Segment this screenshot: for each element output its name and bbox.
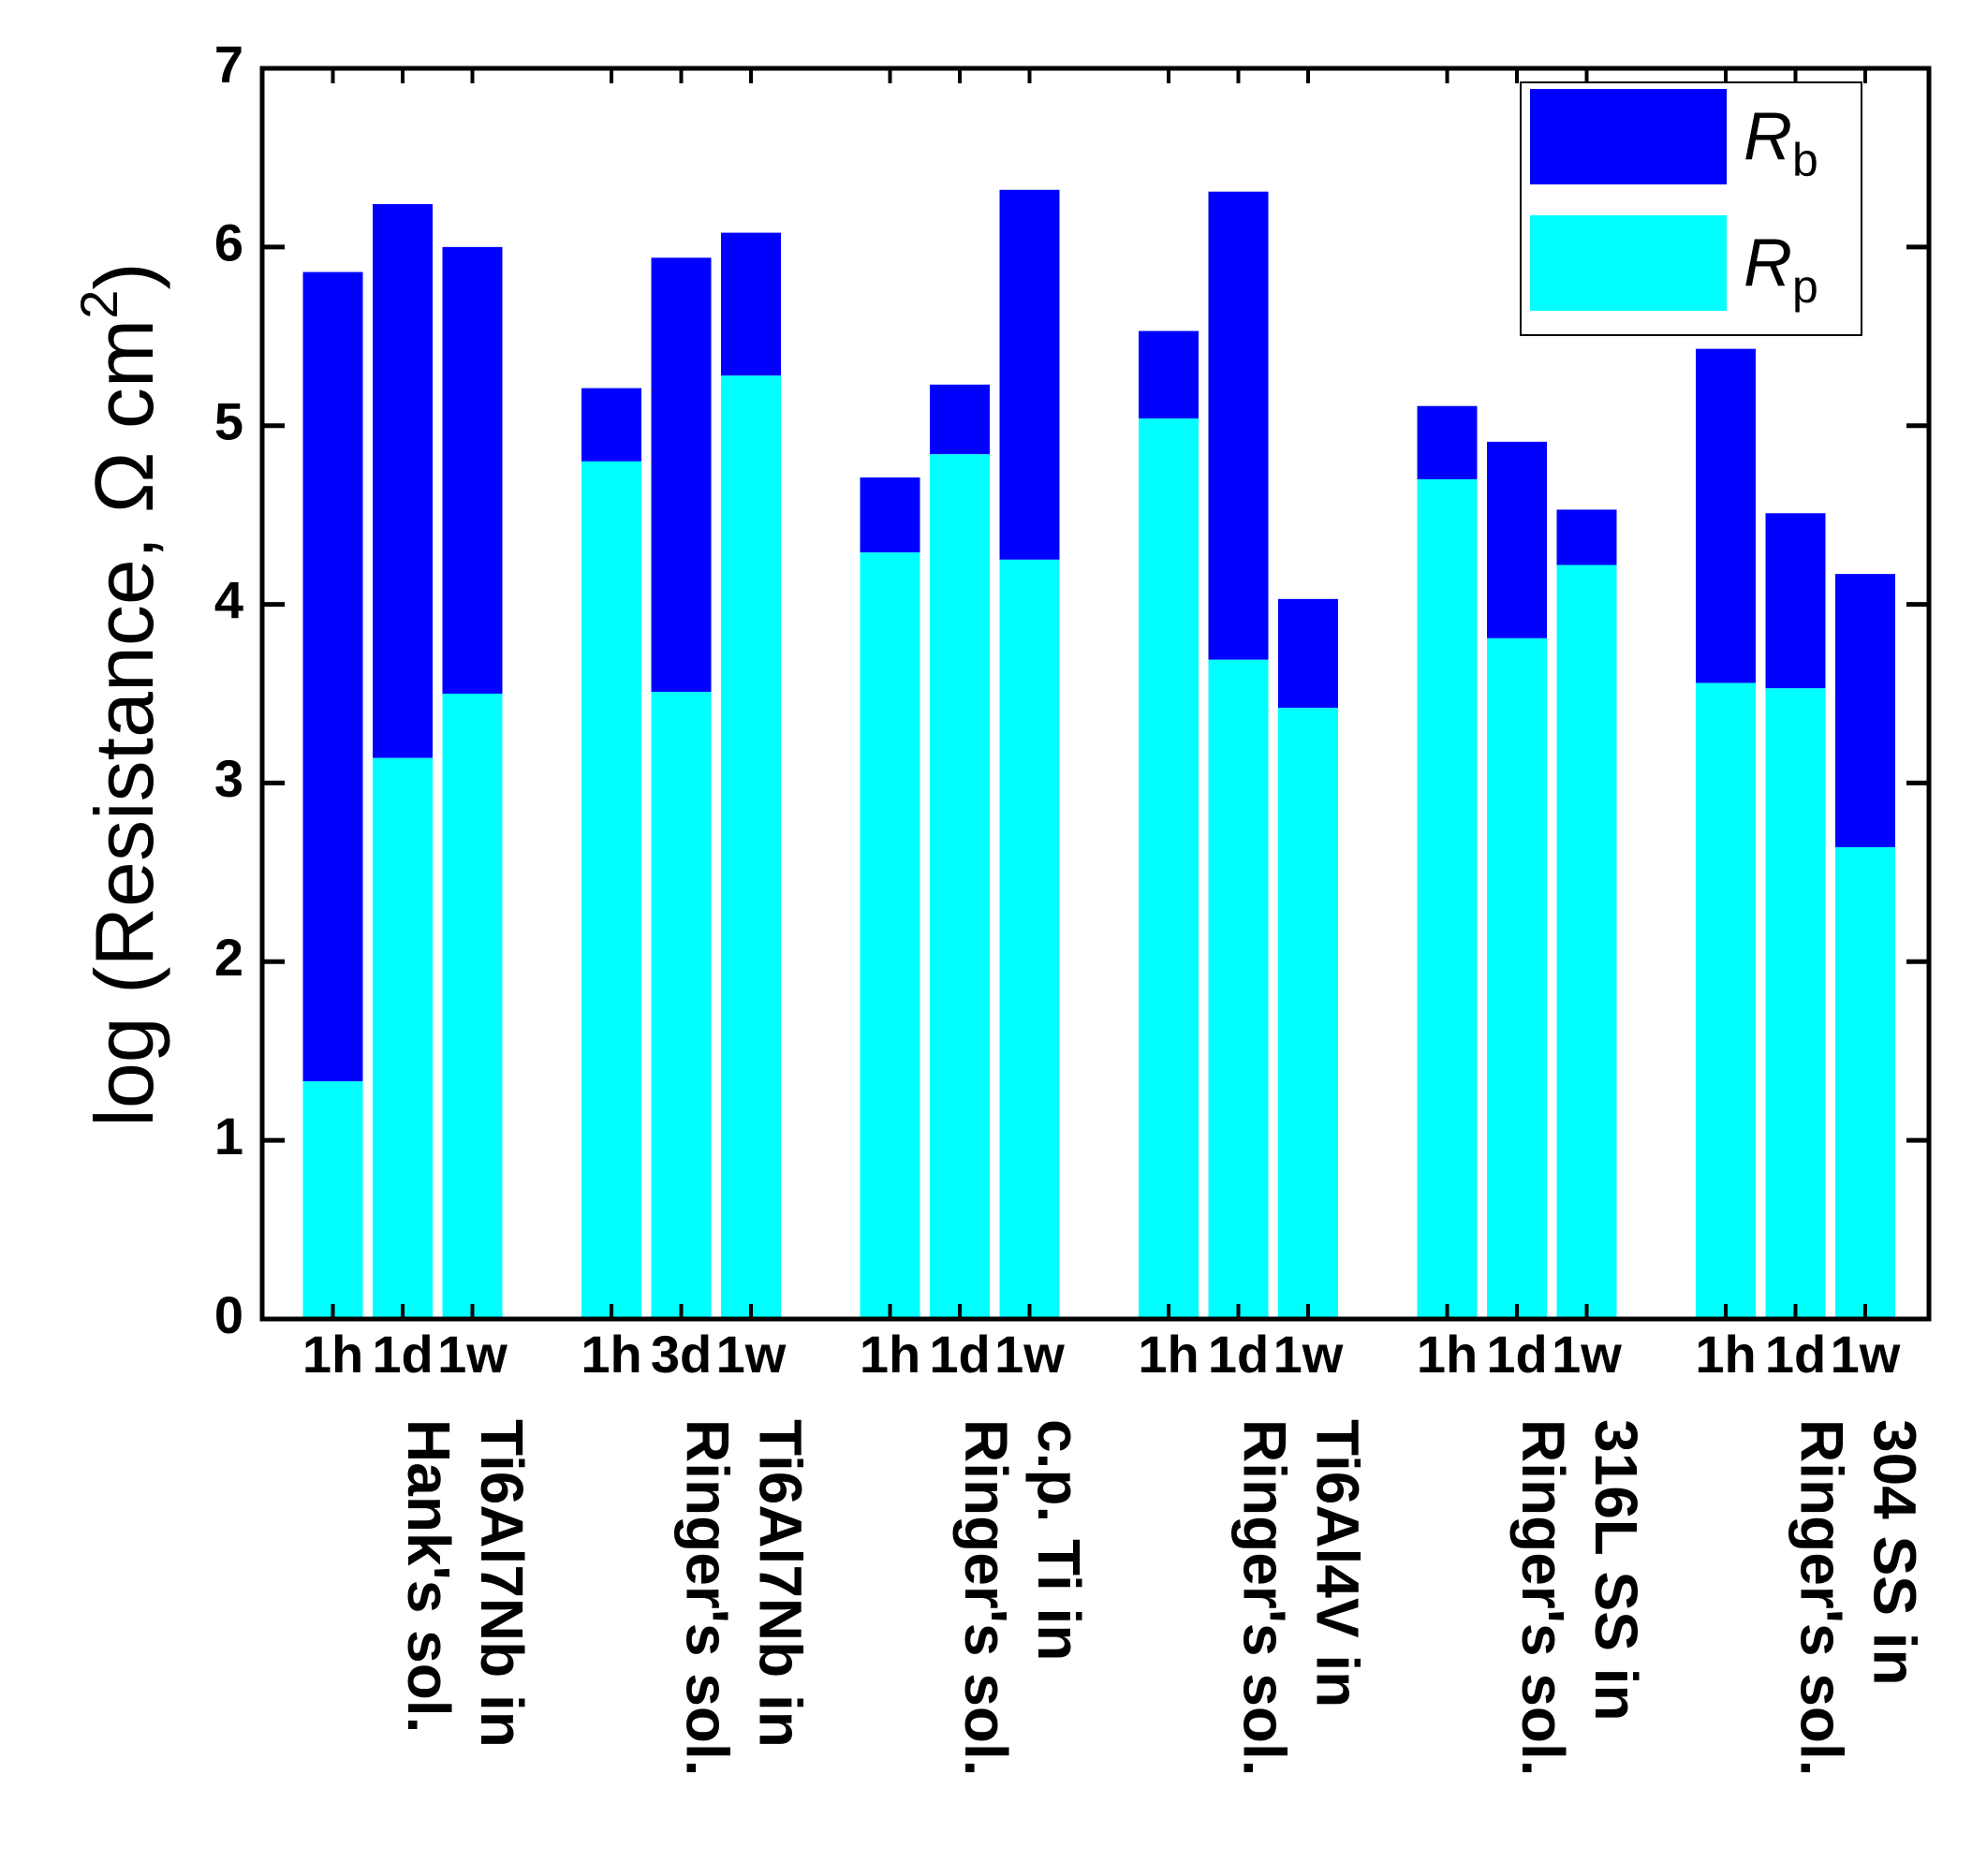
group-label-line: Ringer's sol. <box>1509 1419 1577 1777</box>
category-label: 1w <box>716 1325 787 1384</box>
category-label: 1h <box>581 1325 641 1384</box>
bar-rb-segment <box>721 232 781 376</box>
legend-swatch-rb <box>1530 89 1727 184</box>
y-tick-label: 2 <box>214 928 243 987</box>
legend-label-rb-sub: b <box>1792 134 1818 186</box>
bar-rb-segment <box>1765 513 1826 689</box>
group-label-line: 304 SS in <box>1862 1419 1929 1686</box>
bars-layer <box>302 189 1895 1320</box>
group-label-line: Hank's sol. <box>395 1419 463 1733</box>
bar-rp-segment <box>1139 418 1199 1320</box>
bar-rp-segment <box>1696 682 1756 1319</box>
bar-rb-segment <box>1139 330 1199 419</box>
bar-rb-segment <box>442 246 503 694</box>
y-axis-title-close: ) <box>78 262 170 289</box>
group-label: 316L SS inRinger's sol. <box>1509 1419 1650 1777</box>
y-tick-label: 4 <box>214 570 243 629</box>
y-tick-label: 1 <box>214 1107 243 1165</box>
legend-swatch-rp <box>1530 215 1727 311</box>
group-label-line: Ti6Al7Nb in <box>468 1419 536 1748</box>
bar-rp-segment <box>1835 847 1895 1319</box>
category-label: 1w <box>437 1325 508 1384</box>
bar-rb-segment <box>1278 598 1338 709</box>
category-label: 1d <box>372 1325 433 1384</box>
category-label: 1h <box>1138 1325 1199 1384</box>
bar-rp-segment <box>302 1081 363 1319</box>
category-label: 1h <box>1417 1325 1478 1384</box>
bar-rp-segment <box>1208 659 1269 1319</box>
group-label-line: Ti6Al7Nb in <box>747 1419 815 1748</box>
bar-rp-segment <box>373 757 433 1319</box>
bar-rp-segment <box>1487 638 1547 1319</box>
category-label: 1w <box>1831 1325 1901 1384</box>
y-axis-title-sup: 2 <box>69 290 128 319</box>
category-label: 1d <box>1208 1325 1269 1384</box>
category-label: 3d <box>651 1325 712 1384</box>
legend: Rb Rp <box>1520 81 1862 336</box>
bar-rb-segment <box>1835 574 1895 848</box>
bar-rp-segment <box>442 694 503 1319</box>
group-label-line: 316L SS in <box>1582 1419 1650 1722</box>
group-label-line: Ringer's sol. <box>674 1419 742 1777</box>
group-label: c.p. Ti inRinger's sol. <box>952 1419 1093 1777</box>
group-label: Ti6Al7Nb inRinger's sol. <box>674 1419 815 1777</box>
y-tick-label: 7 <box>214 35 243 94</box>
bar-rb-segment <box>1417 405 1478 479</box>
plot-frame <box>259 66 1932 1322</box>
bar-rp-segment <box>1765 688 1826 1319</box>
legend-label-rp-sub: p <box>1792 260 1818 313</box>
bar-rp-segment <box>999 559 1060 1319</box>
bar-rb-segment <box>1696 348 1756 683</box>
bar-rp-segment <box>1278 708 1338 1319</box>
bar-rb-segment <box>581 388 641 462</box>
bar-rp-segment <box>1417 478 1478 1319</box>
bar-rb-segment <box>999 189 1060 560</box>
legend-label-rp-main: R <box>1744 226 1792 300</box>
y-axis-title-main: log (Resistance, Ω cm <box>78 319 170 1127</box>
legend-label-rp: Rp <box>1744 226 1818 313</box>
category-label: 1w <box>994 1325 1065 1384</box>
bar-rb-segment <box>373 204 433 758</box>
category-label: 1d <box>929 1325 990 1384</box>
group-label-line: Ti6Al4V in <box>1304 1419 1372 1707</box>
y-axis-title: log (Resistance, Ω cm2) <box>69 262 170 1126</box>
category-label: 1w <box>1552 1325 1622 1384</box>
y-tick-label: 0 <box>214 1285 243 1344</box>
bar-rp-segment <box>721 375 781 1319</box>
group-label: Ti6Al4V inRinger's sol. <box>1231 1419 1372 1777</box>
bar-rp-segment <box>930 454 990 1319</box>
group-label-line: Ringer's sol. <box>952 1419 1020 1777</box>
bar-rb-segment <box>651 257 712 693</box>
legend-label-rb: Rb <box>1744 99 1818 186</box>
category-label: 1d <box>1765 1325 1826 1384</box>
category-label: 1h <box>302 1325 363 1384</box>
bar-rp-segment <box>651 692 712 1319</box>
category-label: 1d <box>1486 1325 1547 1384</box>
group-label-line: Ringer's sol. <box>1231 1419 1299 1777</box>
y-tick-label: 3 <box>214 749 243 808</box>
bar-rb-segment <box>302 271 363 1082</box>
bar-rb-segment <box>1556 509 1617 565</box>
bar-rp-segment <box>581 461 641 1319</box>
bar-rp-segment <box>1556 564 1617 1319</box>
y-tick-label: 6 <box>214 213 243 272</box>
category-label: 1h <box>860 1325 920 1384</box>
group-label-line: Ringer's sol. <box>1788 1419 1856 1777</box>
legend-label-rb-main: R <box>1744 99 1792 174</box>
group-label: 304 SS inRinger's sol. <box>1788 1419 1929 1777</box>
bar-rp-segment <box>860 552 920 1319</box>
category-label: 1w <box>1273 1325 1344 1384</box>
bar-rb-segment <box>930 384 990 455</box>
group-label: Ti6Al7Nb inHank's sol. <box>395 1419 536 1748</box>
category-label: 1h <box>1695 1325 1756 1384</box>
y-tick-label: 5 <box>214 392 243 451</box>
group-label-line: c.p. Ti in <box>1025 1419 1093 1661</box>
bar-rb-segment <box>1487 441 1547 638</box>
bar-rb-segment <box>1208 191 1269 660</box>
bar-rb-segment <box>860 477 920 553</box>
ticks-layer <box>262 68 1929 1319</box>
